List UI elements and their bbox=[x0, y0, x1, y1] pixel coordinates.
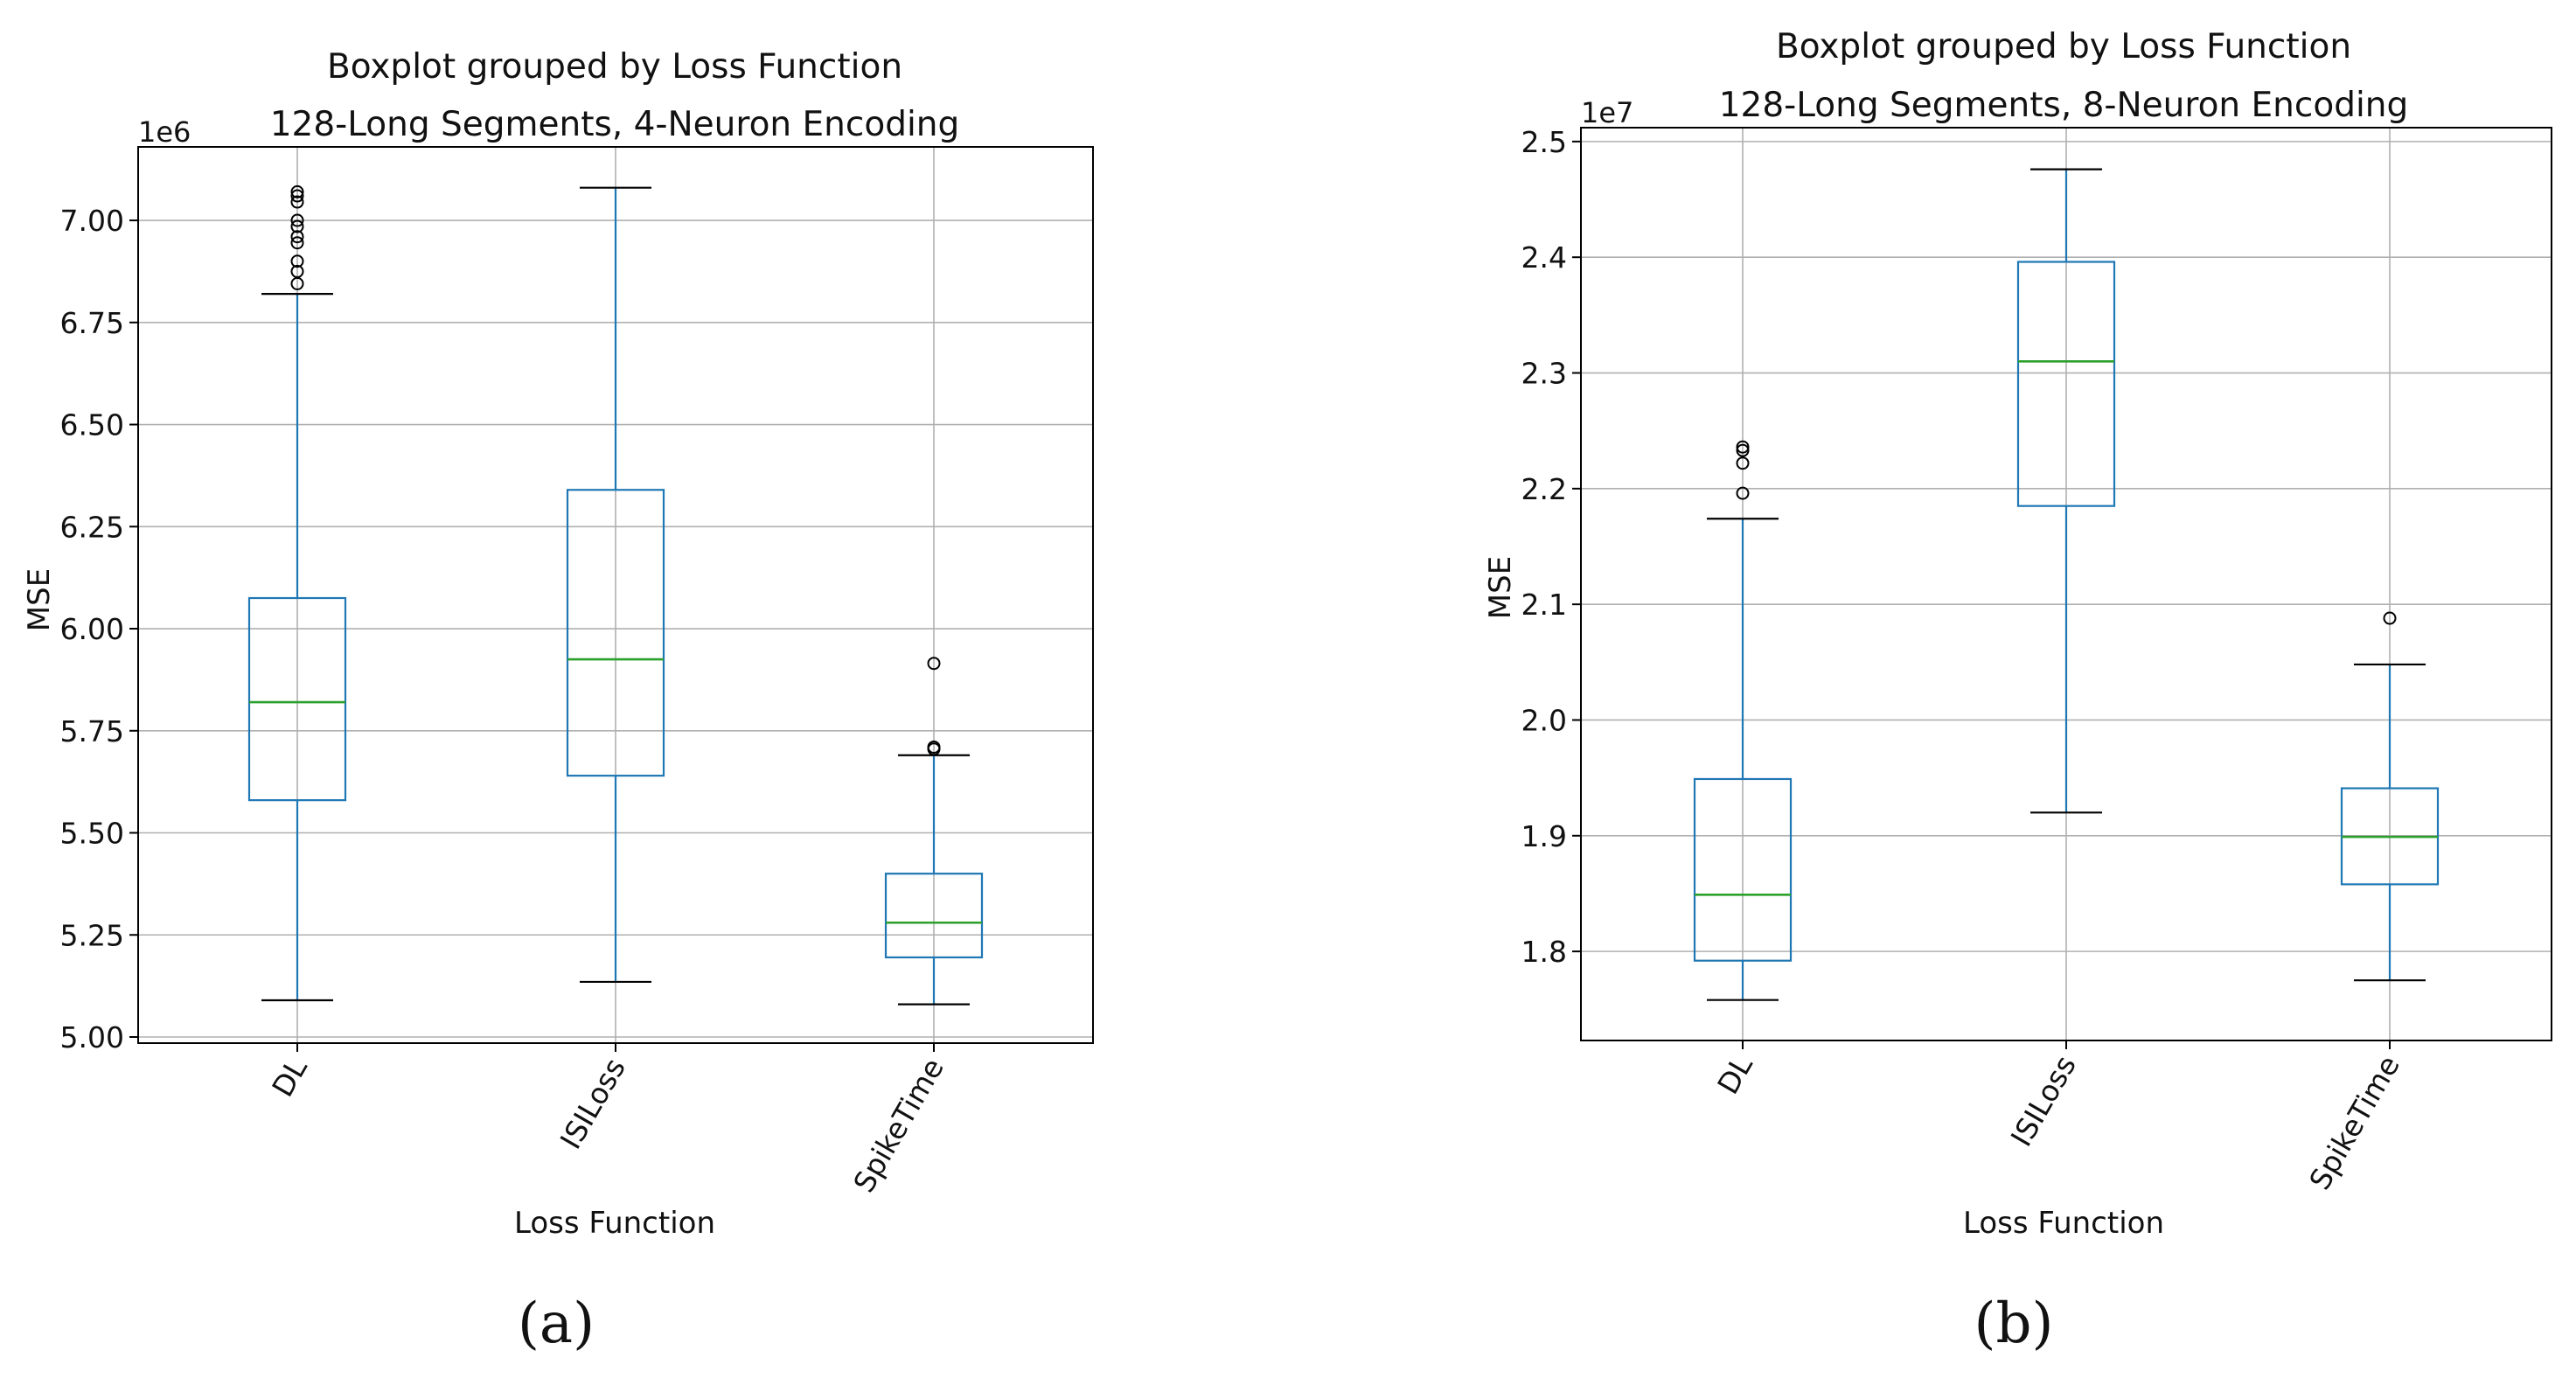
panel-a-x-axis-label: Loss Function bbox=[514, 1206, 715, 1241]
outlier-point bbox=[290, 189, 304, 203]
panel-a-y-offset-label: 1e6 bbox=[138, 115, 191, 149]
panel-a-axes-frame bbox=[137, 146, 1094, 1044]
panel-b-title: 128-Long Segments, 8-Neuron Encoding bbox=[1719, 86, 2409, 125]
outlier-point bbox=[1736, 456, 1750, 470]
panel-a-y-tick-label: 6.75 bbox=[60, 306, 124, 340]
panel-b-x-tick-label-spiketime: SpikeTime bbox=[2302, 1050, 2406, 1196]
iqr-box bbox=[2016, 261, 2116, 507]
panel-b-plot-area: 1.8 1.9 2.0 2.1 2.2 2.3 2.4 2.5 DL ISILoss SpikeTi… bbox=[1521, 125, 2552, 1195]
panel-b-x-axis-label: Loss Function bbox=[1963, 1206, 2164, 1241]
panel-a-x-tick-label-spiketime: SpikeTime bbox=[846, 1053, 950, 1199]
outlier-point bbox=[290, 219, 304, 233]
panel-b-y-axis-label: MSE bbox=[1483, 556, 1518, 619]
panel-a-y-tick-label: 7.00 bbox=[60, 204, 124, 238]
panel-b-y-tick-label: 2.3 bbox=[1521, 357, 1567, 391]
outlier-point bbox=[1736, 486, 1750, 500]
panel-a-y-tick-label: 6.00 bbox=[60, 612, 124, 646]
panel-b-y-tick-label: 1.8 bbox=[1521, 935, 1567, 969]
panel-b-y-tick-label: 2.0 bbox=[1521, 703, 1567, 737]
panel-b-box-dl bbox=[1693, 440, 1793, 1001]
outlier-point bbox=[290, 276, 304, 290]
panel-a-y-tick-label: 5.75 bbox=[60, 714, 124, 748]
panel-b-x-tick-label-dl: DL bbox=[1710, 1049, 1759, 1100]
panel-a-suptitle: Boxplot grouped by Loss Function bbox=[327, 47, 902, 87]
panel-b-y-tick-label: 2.5 bbox=[1521, 125, 1567, 159]
panel-b-y-tick-label: 2.1 bbox=[1521, 588, 1567, 622]
panel-b-y-tick-label: 1.9 bbox=[1521, 819, 1567, 853]
panel-a-y-tick-label: 5.25 bbox=[60, 918, 124, 952]
panel-a-y-tick-label: 6.25 bbox=[60, 510, 124, 544]
outlier-point bbox=[290, 184, 304, 198]
outlier-point bbox=[1736, 440, 1750, 454]
outlier-point bbox=[1736, 443, 1750, 457]
panel-b-y-tick-label: 2.4 bbox=[1521, 240, 1567, 275]
panel-b-y-offset-label: 1e7 bbox=[1581, 96, 1633, 129]
panel-a-box-spiketime bbox=[884, 657, 984, 1006]
panel-a-x-tick-label-dl: DL bbox=[265, 1052, 314, 1103]
outlier-point bbox=[2383, 611, 2397, 625]
panel-b-caption: (b) bbox=[1974, 1291, 2054, 1356]
panel-a-y-tick-label: 6.50 bbox=[60, 408, 124, 442]
panel-b-y-tick-label: 2.2 bbox=[1521, 472, 1567, 506]
iqr-box bbox=[1693, 777, 1793, 962]
panel-b-axes-frame bbox=[1580, 127, 2552, 1041]
panel-a-y-tick-label: 5.00 bbox=[60, 1020, 124, 1054]
outlier-point bbox=[290, 195, 304, 209]
panel-a-y-axis-label: MSE bbox=[22, 568, 57, 631]
outlier-point bbox=[290, 264, 304, 278]
panel-a-caption: (a) bbox=[518, 1291, 595, 1356]
panel-b-box-isiloss bbox=[2016, 168, 2116, 814]
outlier-point bbox=[290, 213, 304, 227]
iqr-box bbox=[884, 873, 984, 959]
panel-a-box-isiloss bbox=[566, 186, 665, 984]
panel-b-x-tick-label-isiloss: ISILoss bbox=[2004, 1050, 2083, 1152]
panel-a-box-dl bbox=[247, 184, 347, 1002]
panel-a-x-tick-label-isiloss: ISILoss bbox=[553, 1053, 632, 1155]
iqr-box bbox=[566, 489, 665, 777]
outlier-point bbox=[290, 254, 304, 268]
panel-a: Boxplot grouped by Loss Function 128-Lon… bbox=[22, 47, 1094, 1356]
outlier-point bbox=[290, 236, 304, 250]
panel-a-title: 128-Long Segments, 4-Neuron Encoding bbox=[270, 105, 960, 144]
panel-b-box-spiketime bbox=[2340, 611, 2440, 982]
panel-a-plot-area: 5.00 5.25 5.50 5.75 6.00 6.25 6.50 6.75 7.00 DL IS… bbox=[60, 146, 1094, 1199]
panel-b-suptitle: Boxplot grouped by Loss Function bbox=[1776, 27, 2351, 66]
panel-a-y-tick-label: 5.50 bbox=[60, 817, 124, 851]
outlier-point bbox=[927, 740, 941, 754]
outlier-point bbox=[290, 230, 304, 244]
panel-b: Boxplot grouped by Loss Function 128-Lon… bbox=[1483, 27, 2552, 1356]
outlier-point bbox=[927, 657, 941, 671]
iqr-box bbox=[247, 596, 347, 802]
